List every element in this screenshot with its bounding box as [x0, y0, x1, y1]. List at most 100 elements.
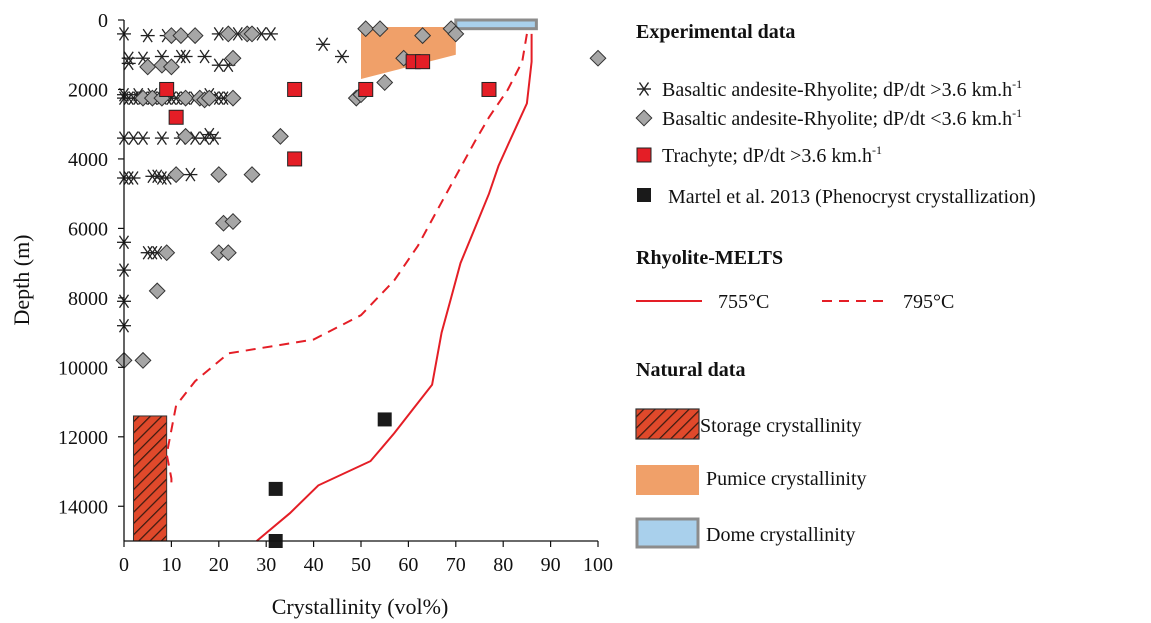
point-trachyte	[168, 109, 184, 125]
legend-label-ba-fast: Basaltic andesite-Rhyolite; dP/dt >3.6 k…	[662, 79, 1012, 101]
legend-marker-trachyte	[636, 147, 652, 163]
legend-sup-ba-fast: -1	[1012, 77, 1022, 91]
plot-lines	[165, 33, 533, 542]
point-ba-slow	[177, 127, 195, 145]
region-storage	[132, 415, 168, 542]
point-ba-slow	[167, 166, 185, 184]
legend-label-pumice: Pumice crystallinity	[706, 468, 867, 490]
series-line-795	[165, 33, 528, 489]
x-tick-label: 60	[398, 554, 418, 576]
point-ba-slow	[162, 58, 180, 76]
legend-label-martel: Martel et al. 2013 (Phenocryst crystalli…	[668, 186, 1036, 208]
legend-title-natural: Natural data	[636, 359, 745, 381]
point-martel	[268, 481, 283, 496]
point-martel	[377, 412, 392, 427]
point-ba-slow	[219, 244, 237, 262]
legend-label-755: 755°C	[718, 291, 769, 313]
point-ba-slow	[210, 244, 228, 262]
legend-label-dome: Dome crystallinity	[706, 524, 855, 546]
legend-entry-martel: Martel et al. 2013 (Phenocryst crystalli…	[637, 186, 1036, 208]
point-ba-slow	[224, 89, 242, 107]
svg-text:Basaltic andesite-Rhyolite; dP: Basaltic andesite-Rhyolite; dP/dt <3.6 k…	[662, 106, 1022, 130]
y-tick-label: 14000	[58, 496, 108, 518]
point-ba-slow	[143, 89, 161, 107]
x-tick-label: 100	[583, 554, 613, 576]
legend-entry-ba-slow: Basaltic andesite-Rhyolite; dP/dt <3.6 k…	[635, 106, 1022, 130]
legend-marker-diamond	[635, 109, 653, 127]
x-tick-label: 50	[351, 554, 371, 576]
y-tick-label: 8000	[68, 288, 108, 310]
point-ba-fast	[335, 49, 349, 64]
legend: Experimental data Basaltic andesite-Rhyo…	[635, 21, 1036, 549]
point-ba-slow	[589, 49, 607, 67]
point-ba-slow	[210, 166, 228, 184]
region-dome	[454, 18, 538, 31]
legend-sup-ba-slow: -1	[1012, 106, 1022, 120]
point-ba-slow	[414, 27, 432, 45]
point-ba-slow	[134, 351, 152, 369]
y-tick-label: 0	[98, 10, 108, 32]
point-ba-fast	[263, 27, 278, 41]
x-tick-label: 20	[209, 554, 229, 576]
y-tick-label: 10000	[58, 357, 108, 379]
legend-label-ba-slow: Basaltic andesite-Rhyolite; dP/dt <3.6 k…	[662, 108, 1012, 130]
point-ba-slow	[186, 27, 204, 45]
point-ba-fast	[183, 167, 198, 182]
point-ba-slow	[158, 244, 176, 262]
point-ba-slow	[139, 58, 157, 76]
y-tick-label: 6000	[68, 218, 108, 240]
plot-points	[115, 20, 607, 548]
legend-entry-pumice: Pumice crystallinity	[636, 465, 867, 495]
point-ba-slow	[200, 89, 218, 107]
x-tick-label: 0	[119, 554, 129, 576]
legend-label-storage: Storage crystallinity	[700, 415, 862, 437]
point-ba-slow	[177, 89, 195, 107]
plot-regions	[132, 18, 538, 542]
legend-marker-asterisk	[637, 82, 651, 96]
point-ba-fast	[136, 131, 150, 145]
legend-swatch-storage	[635, 408, 700, 440]
point-ba-slow	[224, 213, 242, 230]
x-tick-label: 80	[493, 554, 513, 576]
point-ba-slow	[162, 27, 180, 45]
point-ba-slow	[148, 282, 166, 300]
point-ba-fast	[154, 131, 169, 145]
x-axis-label: Crystallinity (vol%)	[272, 594, 449, 619]
point-ba-fast	[197, 49, 212, 64]
point-ba-slow	[224, 49, 242, 67]
x-tick-label: 10	[161, 554, 181, 576]
point-ba-fast	[207, 131, 222, 145]
point-ba-fast	[202, 127, 217, 142]
legend-entry-storage: Storage crystallinity	[635, 408, 862, 440]
legend-sup-trachyte: -1	[872, 143, 882, 157]
x-tick-label: 90	[541, 554, 561, 576]
legend-entry-dome: Dome crystallinity	[635, 517, 855, 549]
point-ba-slow	[271, 127, 289, 145]
point-trachyte	[358, 81, 374, 97]
point-ba-slow	[447, 25, 465, 43]
legend-title-melts: Rhyolite-MELTS	[636, 247, 783, 269]
legend-marker-martel	[637, 188, 651, 202]
point-trachyte	[481, 81, 497, 97]
legend-label-795: 795°C	[903, 291, 954, 313]
y-tick-label: 12000	[58, 427, 108, 449]
svg-text:Basaltic andesite-Rhyolite; dP: Basaltic andesite-Rhyolite; dP/dt >3.6 k…	[662, 77, 1022, 101]
y-tick-label: 4000	[68, 149, 108, 171]
point-ba-slow	[376, 74, 394, 91]
series-line-755	[256, 33, 533, 542]
point-ba-fast	[126, 171, 141, 185]
y-axis-label: Depth (m)	[9, 234, 34, 325]
legend-label-trachyte: Trachyte; dP/dt >3.6 km.h	[662, 145, 872, 167]
point-ba-slow	[172, 27, 190, 45]
point-ba-slow	[134, 89, 152, 107]
legend-title-experimental: Experimental data	[636, 21, 795, 43]
point-ba-slow	[371, 20, 389, 38]
point-trachyte	[287, 81, 303, 97]
x-tick-label: 70	[446, 554, 466, 576]
legend-swatch-pumice	[636, 465, 699, 495]
legend-entry-trachyte: Trachyte; dP/dt >3.6 km.h-1	[636, 143, 882, 167]
plot-axes: 0 10 20 30 40 50 60 70 80 90 100 0 2000 4000 6000 8000 1…	[58, 10, 613, 576]
legend-entry-ba-fast: Basaltic andesite-Rhyolite; dP/dt >3.6 k…	[637, 77, 1022, 101]
point-ba-slow	[219, 25, 237, 43]
